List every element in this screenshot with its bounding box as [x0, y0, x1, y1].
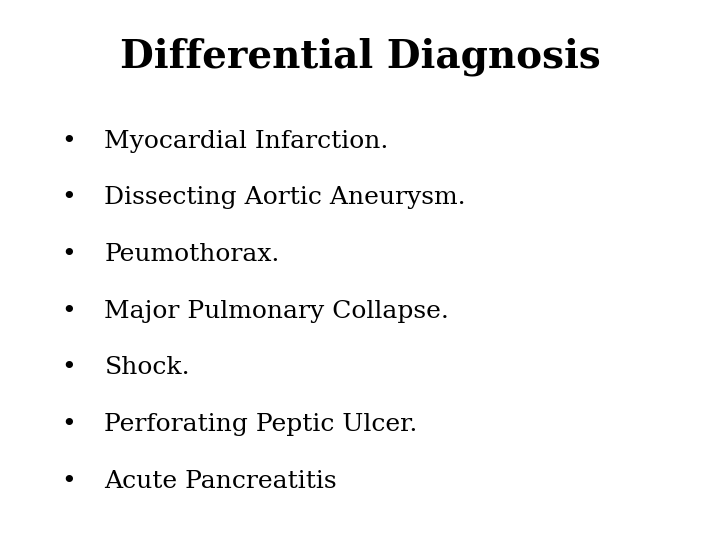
Text: •: •: [61, 356, 76, 380]
Text: Shock.: Shock.: [104, 356, 190, 380]
Text: Major Pulmonary Collapse.: Major Pulmonary Collapse.: [104, 300, 449, 323]
Text: •: •: [61, 300, 76, 323]
Text: Myocardial Infarction.: Myocardial Infarction.: [104, 130, 389, 153]
Text: Dissecting Aortic Aneurysm.: Dissecting Aortic Aneurysm.: [104, 186, 466, 210]
Text: •: •: [61, 413, 76, 436]
Text: Acute Pancreatitis: Acute Pancreatitis: [104, 470, 337, 493]
Text: •: •: [61, 243, 76, 266]
Text: •: •: [61, 470, 76, 493]
Text: Peumothorax.: Peumothorax.: [104, 243, 280, 266]
Text: Differential Diagnosis: Differential Diagnosis: [120, 38, 600, 76]
Text: •: •: [61, 130, 76, 153]
Text: Perforating Peptic Ulcer.: Perforating Peptic Ulcer.: [104, 413, 418, 436]
Text: •: •: [61, 186, 76, 210]
